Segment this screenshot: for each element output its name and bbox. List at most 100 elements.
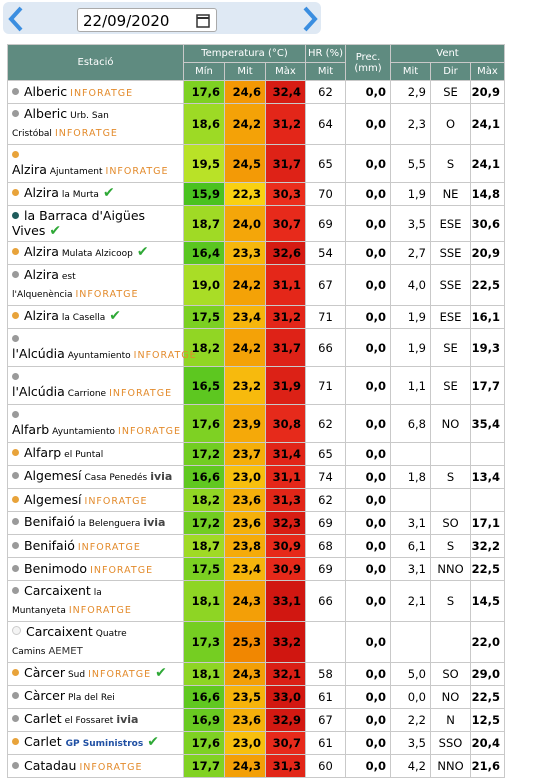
station-name: Alzira [24,267,59,282]
mit-cell: 23,4 [224,305,266,329]
min-cell: 16,6 [183,465,225,489]
mit-cell: 24,6 [224,80,266,104]
max-cell: 32,4 [265,80,306,104]
station-cell: Catadau INFORATGE [7,754,184,778]
station-place: la Belenguera [77,519,141,529]
hr-cell [305,621,346,663]
station-row: Càrcer Pla del Rei 16,6 23,5 33,0 61 0,0 0,0 NO 2… [7,685,505,709]
station-row: Carcaixent Quatre Camins AEMET 17,3 25,3 33,2… [7,621,505,663]
mit-cell: 23,0 [224,731,266,755]
network-logo: INFORATGE [88,669,152,680]
table-body: Alberic INFORATGE 17,6 24,6 32,4 62 0,0 2,9 SE 20… [7,80,505,778]
station-row: Algemesí Casa Penedés ivia 16,6 23,0 31,1 74 0,… [7,465,505,489]
station-place: Ajuntament [49,167,103,177]
station-row: Carlet GP Suministros ✔ 17,6 23,0 30,7 61 0,0 3,… [7,731,505,755]
station-row: la Barraca d'Aigües Vives ✔ 18,7 24,0 30,7 69… [7,205,505,242]
station-name: Carcaixent [24,583,91,598]
mit-cell: 22,3 [224,182,266,206]
wmit-cell: 1,8 [390,465,431,489]
wmax-cell: 17,7 [470,366,505,405]
min-cell: 17,7 [183,754,225,778]
prec-cell: 0,0 [345,366,391,405]
status-dot [12,189,19,196]
max-cell: 30,9 [265,557,306,581]
station-cell: Benifaió INFORATGE [7,534,184,558]
station-name: Alzira [12,162,47,177]
wmax-cell: 24,1 [470,103,505,145]
prec-cell: 0,0 [345,754,391,778]
mit-cell: 23,2 [224,366,266,405]
wmit-cell: 5,0 [390,662,431,686]
hr-cell: 62 [305,404,346,443]
network-logo: INFORATGE [109,388,173,399]
hr-cell: 70 [305,182,346,206]
max-cell: 31,3 [265,754,306,778]
wmax-cell: 20,4 [470,731,505,755]
status-dot [12,715,19,722]
mit-cell: 23,6 [224,511,266,535]
status-dot [12,541,19,549]
station-row: l'Alcúdia Ayuntamiento INFORATGE 18,2 24,2 31… [7,328,505,367]
prev-day[interactable] [7,6,25,32]
mit-cell: 23,6 [224,708,266,732]
network-logo: AEMET [48,646,83,657]
wmax-cell: 30,6 [470,205,505,242]
station-cell: Carlet el Fossaret ivia [7,708,184,732]
wmit-cell: 4,2 [390,754,431,778]
header: Temperatura (°C) [183,44,306,63]
wmit-cell [390,488,431,512]
station-cell: Algemesí INFORATGE [7,488,184,512]
max-cell: 32,1 [265,662,306,686]
hr-cell: 62 [305,80,346,104]
wmax-cell: 24,1 [470,144,505,183]
status-dot [12,411,19,418]
network-logo: ivia [116,713,139,726]
dir-cell [430,488,471,512]
wmit-cell: 6,1 [390,534,431,558]
station-place: el Puntal [64,450,104,460]
wmit-cell: 3,1 [390,511,431,535]
wmit-cell: 5,5 [390,144,431,183]
network-logo: INFORATGE [133,350,197,361]
network-logo: INFORATGE [77,541,141,553]
station-place: Ayuntamiento [52,427,116,437]
max-cell: 31,1 [265,264,306,306]
station-row: Catadau INFORATGE 17,7 24,3 31,3 60 0,0 4,2 NNO 2… [7,754,505,778]
wmit-cell: 2,7 [390,241,431,265]
station-name: Alzira [24,244,59,259]
station-cell: Alzira la Casella ✔ [7,305,184,329]
station-name: Alberic [24,83,68,99]
station-cell: Alzira Ajuntament INFORATGE [7,144,184,183]
station-cell: Càrcer Sud INFORATGE ✔ [7,662,184,686]
wmax-cell: 22,5 [470,685,505,709]
calendar-icon[interactable] [196,13,210,28]
dir-cell: S [430,144,471,183]
station-place: Pla del Rei [67,693,115,703]
network-logo: INFORATGE [75,289,139,300]
verified-check: ✔ [155,665,167,681]
wmax-cell: 16,1 [470,305,505,329]
wmit-cell [390,621,431,663]
mit-cell: 24,3 [224,662,266,686]
status-dot [12,692,19,699]
subheader: Mit [224,62,266,81]
mit-cell: 23,9 [224,404,266,443]
wmax-cell: 35,4 [470,404,505,443]
prec-cell: 0,0 [345,621,391,663]
station-place: Urb. San Cristóbal [12,111,109,139]
hr-cell: 60 [305,754,346,778]
station-row: Alzira Mulata Alzicoop ✔ 16,4 23,3 32,6 54 0,0 2… [7,241,505,265]
hr-cell: 65 [305,442,346,466]
wmax-cell: 14,5 [470,580,505,622]
prec-cell: 0,0 [345,488,391,512]
station-name: Alfarb [12,422,50,437]
next-day[interactable] [301,6,319,32]
hr-cell: 69 [305,557,346,581]
hr-cell: 64 [305,103,346,145]
station-row: Algemesí INFORATGE 18,2 23,6 31,3 62 0,0 [7,488,505,512]
min-cell: 17,6 [183,404,225,443]
date-input[interactable]: 22/09/2020 [77,8,217,32]
mit-cell: 24,0 [224,205,266,242]
status-dot [12,587,19,594]
hr-cell: 71 [305,305,346,329]
